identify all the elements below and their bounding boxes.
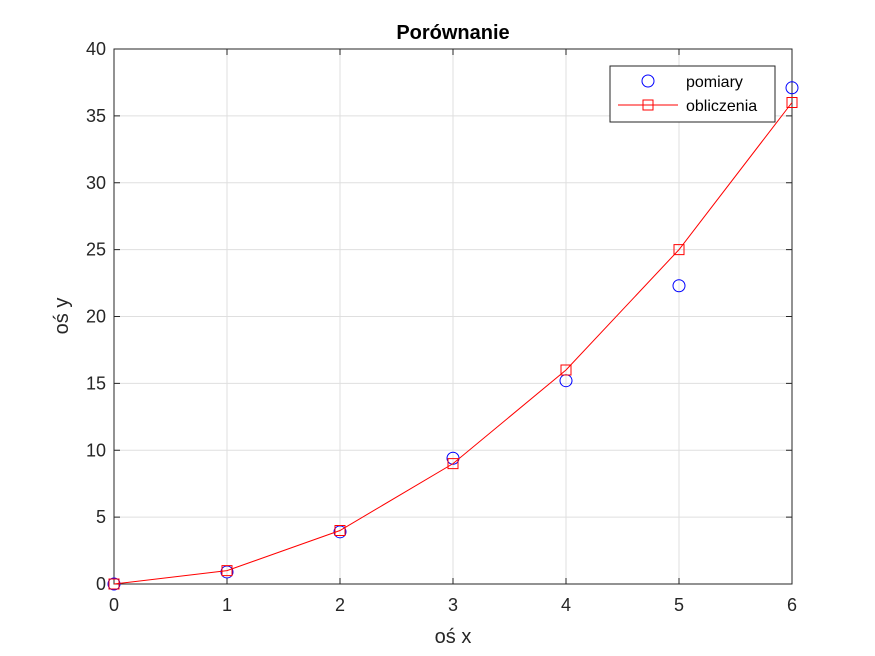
y-tick-label-6: 30: [86, 173, 106, 193]
point-pomiary-6: [785, 81, 799, 95]
x-tick-label-6: 6: [787, 595, 797, 615]
series-obliczenia: [108, 97, 798, 590]
x-tick-label-1: 1: [222, 595, 232, 615]
y-tick-label-5: 25: [86, 240, 106, 260]
point-obliczenia-3: [447, 458, 459, 470]
y-tick-label-7: 35: [86, 106, 106, 126]
chart-title: Porównanie: [396, 22, 509, 44]
y-tick-label-2: 10: [86, 440, 106, 460]
legend-marker-pomiary: [641, 74, 655, 88]
y-tick-label-4: 20: [86, 307, 106, 327]
legend-box: [609, 65, 776, 123]
point-obliczenia-2: [334, 525, 346, 536]
legend-label-obliczenia: obliczenia: [686, 98, 757, 115]
x-tick-label-3: 3: [448, 595, 458, 615]
x-tick-label-4: 4: [561, 595, 571, 615]
x-ticks: 0 1 2 3 4 5 6: [109, 49, 797, 615]
series-line-obliczenia: [113, 102, 793, 585]
point-obliczenia-0: [108, 578, 120, 590]
legend-label-pomiary: pomiary: [686, 74, 743, 91]
legend-marker-obliczenia: [642, 99, 654, 111]
point-obliczenia-1: [221, 565, 233, 577]
point-pomiary-0: [107, 577, 121, 591]
x-tick-label-0: 0: [109, 595, 119, 615]
point-obliczenia-5: [673, 244, 685, 256]
x-axis-label: oś x: [435, 626, 472, 648]
y-tick-label-0: 0: [96, 574, 106, 594]
series-layer: [107, 81, 799, 591]
legend: pomiary obliczenia: [609, 65, 776, 123]
point-pomiary-5: [672, 279, 686, 293]
point-obliczenia-4: [560, 364, 572, 376]
y-axis-label: oś y: [51, 298, 73, 335]
x-tick-label-5: 5: [674, 595, 684, 615]
point-obliczenia-6: [786, 97, 798, 108]
y-tick-label-1: 5: [96, 507, 106, 527]
y-tick-label-8: 40: [86, 39, 106, 59]
y-tick-label-3: 15: [86, 373, 106, 393]
y-ticks: 0 5 10 15 20 25 30 35 40: [86, 39, 792, 594]
x-tick-label-2: 2: [335, 595, 345, 615]
